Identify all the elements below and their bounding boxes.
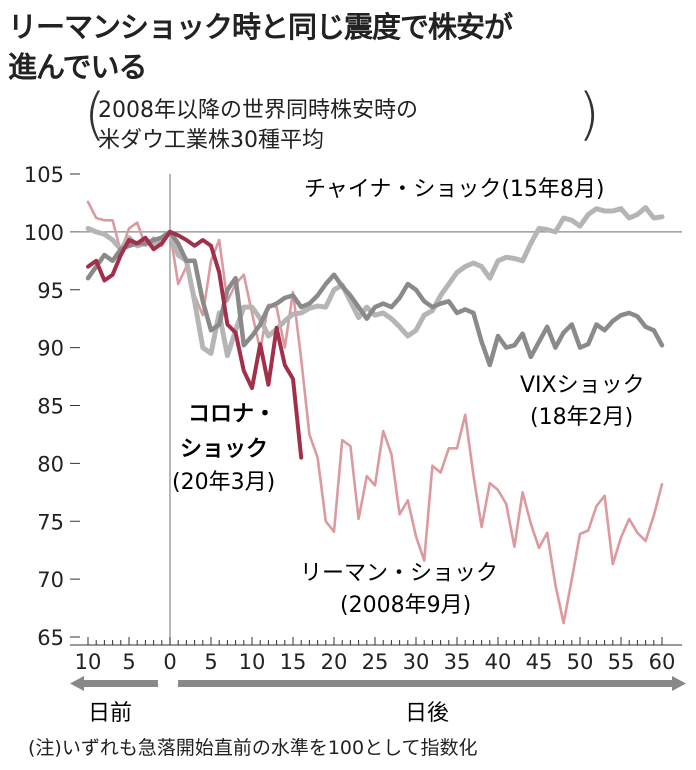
series-label-vix: VIXショック xyxy=(520,373,645,398)
x-tick-label: 55 xyxy=(608,650,635,674)
y-tick-label: 95 xyxy=(37,279,64,303)
arrow-before-shaft xyxy=(82,680,158,687)
x-tick-label: 10 xyxy=(239,650,266,674)
x-tick-label: 5 xyxy=(122,650,135,674)
x-tick-label: 30 xyxy=(403,650,430,674)
x-tick-label: 60 xyxy=(649,650,676,674)
x-tick-label: 10 xyxy=(75,650,102,674)
series-line-vix xyxy=(85,229,665,368)
x-tick-label: 20 xyxy=(321,650,348,674)
arrow-after-shaft xyxy=(178,680,672,687)
series-label-china: チャイナ・ショック(15年8月) xyxy=(304,177,605,202)
series-label-corona-date: (20年3月) xyxy=(172,470,275,495)
series-label-corona-2: ショック xyxy=(180,437,268,462)
chart-subtitle-line1: 2008年以降の世界同時株安時の xyxy=(98,98,418,123)
x-tick-label: 25 xyxy=(362,650,389,674)
x-tick-label: 5 xyxy=(204,650,217,674)
x-tick-label: 15 xyxy=(280,650,307,674)
arrow-right-icon xyxy=(672,676,686,691)
y-tick-label: 80 xyxy=(37,452,64,476)
series-line-lehman xyxy=(86,200,664,625)
series-label-vix-date: (18年2月) xyxy=(530,405,633,430)
x-tick-label: 35 xyxy=(444,650,471,674)
y-tick-label: 100 xyxy=(24,221,64,245)
arrow-left-icon xyxy=(70,676,84,691)
x-tick-label: 50 xyxy=(567,650,594,674)
y-tick-label: 75 xyxy=(37,510,64,534)
series-label-lehman-date: (2008年9月) xyxy=(340,593,471,618)
series-line-corona xyxy=(86,229,304,460)
x-tick-label: 40 xyxy=(485,650,512,674)
x-tick-label: 0 xyxy=(163,650,176,674)
y-tick-label: 85 xyxy=(37,395,64,419)
right-paren-decoration: ) xyxy=(578,82,600,147)
chart-footnote: (注)いずれも急落開始直前の水準を100として指数化 xyxy=(28,737,478,759)
series-label-lehman: リーマン・ショック xyxy=(300,561,498,586)
chart-title-line1: リーマンショック時と同じ震度で株安が xyxy=(8,10,513,44)
left-paren-decoration: ( xyxy=(84,82,106,147)
chart-subtitle-line2: 米ダウ工業株30種平均 xyxy=(98,128,324,153)
y-tick-label: 65 xyxy=(37,626,64,650)
arrow-label-after: 日後 xyxy=(405,701,449,726)
chart-title-line2: 進んでいる xyxy=(8,50,148,84)
y-tick-label: 90 xyxy=(37,337,64,361)
series-label-corona: コロナ・ xyxy=(188,402,276,427)
x-tick-label: 45 xyxy=(526,650,553,674)
y-tick-label: 105 xyxy=(24,163,64,187)
y-tick-label: 70 xyxy=(37,568,64,592)
arrow-label-before: 日前 xyxy=(88,701,132,726)
